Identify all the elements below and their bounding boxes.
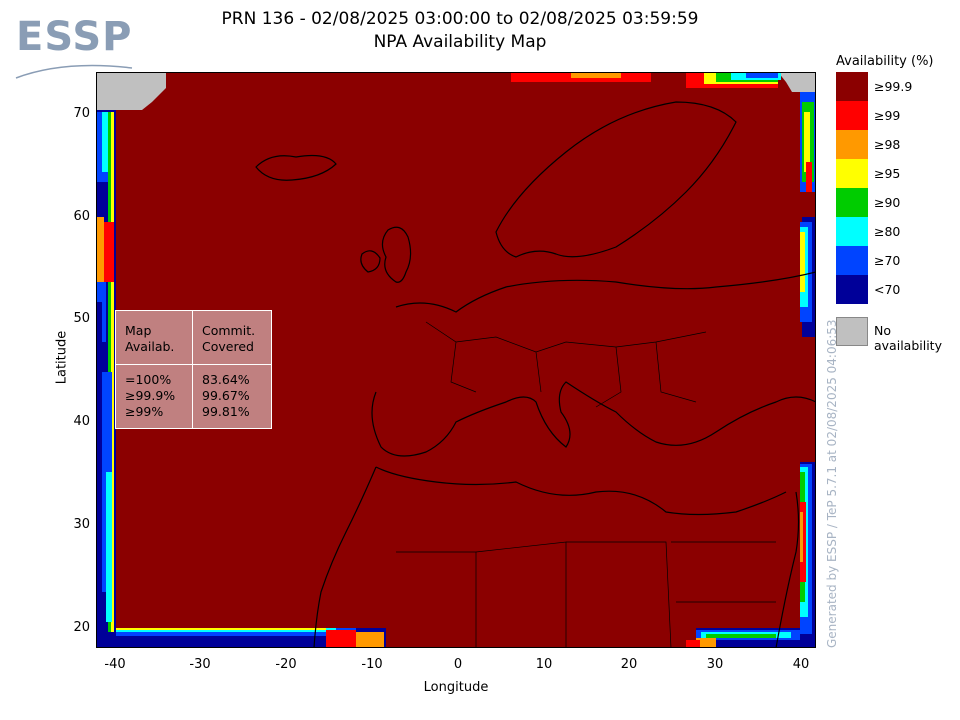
stats-divider-vertical <box>192 311 193 428</box>
logo-arc-icon <box>15 64 133 79</box>
borders <box>396 321 776 648</box>
lon-tick-40: 40 <box>792 657 810 672</box>
no-availability-nw <box>96 72 166 110</box>
lon-tick-10: 10 <box>535 657 553 672</box>
no-availability-label: No availability <box>874 323 942 353</box>
y-axis-label: Latitude <box>54 330 70 385</box>
ireland-outline <box>360 250 381 273</box>
stats-divider-horizontal <box>116 364 271 365</box>
legend-label: <70 <box>874 282 901 297</box>
legend-swatch <box>836 159 868 188</box>
left-edge-bands <box>96 110 116 648</box>
no-availability-swatch <box>836 317 868 346</box>
stats-covered-2: 99.81% <box>202 404 250 419</box>
legend-label: ≥80 <box>874 224 901 239</box>
legend-swatch <box>836 101 868 130</box>
legend-label: ≥99.9 <box>874 79 913 94</box>
right-edge-bands <box>800 92 816 648</box>
no-availability-ne <box>778 72 816 92</box>
x-axis-label: Longitude <box>423 680 489 695</box>
map-frame <box>96 72 816 648</box>
lon-tick-30: 30 <box>706 657 724 672</box>
map-title: PRN 136 - 02/08/2025 03:00:00 to 02/08/2… <box>140 8 780 54</box>
legend-label: ≥90 <box>874 195 901 210</box>
stats-covered-1: 99.67% <box>202 388 250 403</box>
iceland-outline <box>255 154 337 181</box>
legend-swatch <box>836 217 868 246</box>
africa-west-coast <box>313 466 377 648</box>
title-line-2: NPA Availability Map <box>373 32 547 52</box>
scandinavia-outline <box>495 101 737 258</box>
britain-outline <box>381 226 412 283</box>
lat-tick-20: 20 <box>73 620 90 635</box>
north-coast <box>395 271 816 313</box>
stats-col2-header: Commit. Covered <box>202 323 256 354</box>
lon-tick-0: 0 <box>453 657 463 672</box>
legend-swatch <box>836 188 868 217</box>
lat-tick-50: 50 <box>73 311 90 326</box>
bottom-edge-bands <box>116 628 816 648</box>
stats-covered-0: 83.64% <box>202 372 250 387</box>
coastlines <box>255 101 816 648</box>
legend-swatch <box>836 72 868 101</box>
legend-title: Availability (%) <box>836 54 934 69</box>
lon-tick-minus40: -40 <box>104 657 126 672</box>
lat-tick-60: 60 <box>73 209 90 224</box>
mediterranean-north-coast <box>371 381 816 457</box>
coverage-stats-box: Map Availab. Commit. Covered =100% 83.64… <box>115 310 272 429</box>
title-line-1: PRN 136 - 02/08/2025 03:00:00 to 02/08/2… <box>221 9 699 29</box>
lon-tick-minus10: -10 <box>361 657 383 672</box>
essp-logo: ESSP <box>14 14 134 80</box>
lon-tick-minus30: -30 <box>189 657 211 672</box>
legend-swatch <box>836 130 868 159</box>
red-sea-coast <box>775 491 800 648</box>
lon-tick-minus20: -20 <box>275 657 297 672</box>
legend-swatch <box>836 246 868 275</box>
lat-tick-30: 30 <box>73 517 90 532</box>
stats-level-2: ≥99% <box>125 404 164 419</box>
legend-label: ≥99 <box>874 108 901 123</box>
logo-text: ESSP <box>16 14 133 60</box>
legend-label: ≥70 <box>874 253 901 268</box>
stats-col1-header: Map Availab. <box>125 323 175 354</box>
africa-north-coast <box>375 466 787 516</box>
legend-swatch <box>836 275 868 304</box>
generated-by-text: Generated by ESSP / TeP 5.7.1 at 02/08/2… <box>825 319 839 648</box>
lat-tick-70: 70 <box>73 106 90 121</box>
lon-tick-20: 20 <box>620 657 638 672</box>
legend-label: ≥98 <box>874 137 901 152</box>
stats-level-0: =100% <box>125 372 172 387</box>
lat-tick-40: 40 <box>73 414 90 429</box>
stats-level-1: ≥99.9% <box>125 388 176 403</box>
legend-label: ≥95 <box>874 166 901 181</box>
top-edge-bands <box>511 72 781 88</box>
